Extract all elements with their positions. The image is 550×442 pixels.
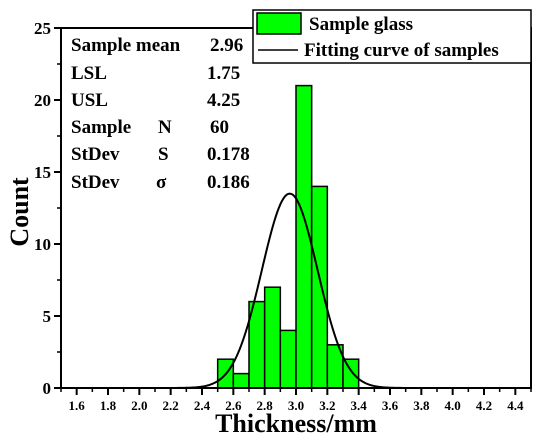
x-tick-label: 3.0 [288, 398, 304, 413]
x-tick-label: 3.4 [351, 398, 368, 413]
bar [279, 329, 297, 389]
y-axis-ticks: 0 5 10 15 20 25 [34, 19, 61, 398]
x-tick-label: 3.2 [319, 398, 335, 413]
x-tick-label: 4.4 [507, 398, 524, 413]
y-tick-label: 25 [34, 19, 51, 38]
stats-box: Sample mean 2.96 LSL 1.75 USL 4.25 Sample N 60 St… [71, 35, 250, 193]
stat-value: 60 [210, 117, 229, 138]
y-tick-label: 15 [34, 163, 51, 182]
stat-value: 0.178 [207, 144, 250, 165]
x-tick-label: 1.6 [69, 398, 86, 413]
legend-swatch-sample-glass [256, 12, 302, 35]
x-tick-label: 3.8 [413, 398, 430, 413]
bars-group [216, 84, 360, 389]
stat-label: Sample [71, 117, 131, 138]
x-axis-label: Thickness/mm [215, 409, 377, 438]
x-tick-label: 2.4 [194, 398, 211, 413]
legend: Sample glass Fitting curve of samples [252, 9, 532, 64]
x-tick-label: 2.0 [131, 398, 147, 413]
y-tick-label: 20 [34, 91, 51, 110]
stat-label: Sample mean [71, 35, 181, 56]
y-tick-label: 5 [43, 307, 52, 326]
bar [342, 358, 360, 389]
stat-symbol: N [158, 117, 172, 138]
stat-label: USL [71, 90, 108, 111]
x-tick-label: 4.2 [476, 398, 492, 413]
bar [263, 286, 282, 389]
stat-symbol: σ [156, 172, 167, 193]
x-tick-label: 2.6 [225, 398, 242, 413]
stat-symbol: S [158, 144, 169, 165]
x-tick-label: 4.0 [445, 398, 461, 413]
x-tick-label: 2.2 [163, 398, 179, 413]
bar [232, 372, 250, 389]
x-tick-label: 3.6 [382, 398, 399, 413]
stat-label: StDev [71, 144, 120, 165]
x-tick-label: 2.8 [257, 398, 274, 413]
legend-label-fitting-curve: Fitting curve of samples [304, 40, 499, 61]
y-tick-label: 0 [43, 379, 52, 398]
bar [310, 185, 329, 389]
stat-label: LSL [71, 63, 107, 84]
legend-label-sample-glass: Sample glass [309, 14, 413, 35]
x-tick-label: 1.8 [100, 398, 117, 413]
stat-label: StDev [71, 172, 120, 193]
y-axis-label: Count [5, 177, 34, 247]
stat-value: 4.25 [207, 90, 240, 111]
y-tick-label: 10 [34, 235, 51, 254]
stat-value: 2.96 [210, 35, 243, 56]
stat-value: 0.186 [207, 172, 250, 193]
x-axis-ticks: 1.6 1.8 2.0 2.2 2.4 2.6 2.8 3.0 3.2 3.4 3.6 3.8 4.0 4… [60, 388, 532, 413]
stat-value: 1.75 [207, 63, 240, 84]
